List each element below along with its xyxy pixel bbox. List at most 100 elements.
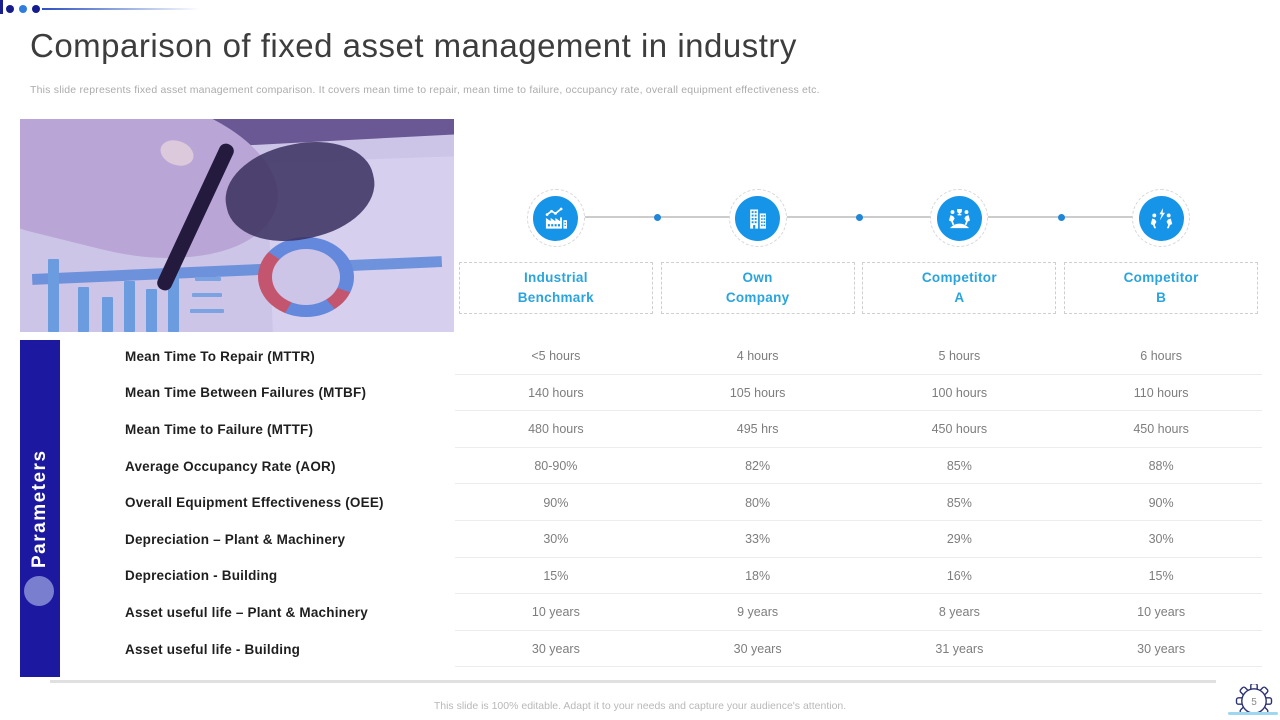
parameter-value-own-company: 9 years <box>737 605 779 620</box>
parameter-label: Average Occupancy Rate (AOR) <box>125 458 336 474</box>
photo-bar <box>146 289 157 332</box>
bottom-divider <box>50 680 1216 683</box>
column-label-industrial-benchmark: Industrial Benchmark <box>458 262 653 314</box>
parameter-value-competitor-b: 30 years <box>1137 642 1186 657</box>
parameter-value-own-company: 80% <box>745 495 771 510</box>
parameters-banner: Parameters <box>20 340 60 677</box>
parameter-value-own-company: 30 years <box>733 642 782 657</box>
page-title: Comparison of fixed asset management in … <box>30 27 797 64</box>
parameter-value-industrial-benchmark: 140 hours <box>528 385 584 400</box>
parameter-label: Mean Time To Repair (MTTR) <box>125 348 315 364</box>
parameter-value-own-company: 18% <box>745 568 771 583</box>
table-row: Overall Equipment Effectiveness (OEE) 90%… <box>60 484 1262 521</box>
table-row: Mean Time To Repair (MTTR) <5 hours 4 hour… <box>60 338 1262 375</box>
column-label-line: Industrial <box>523 270 588 286</box>
parameter-value-competitor-a: 85% <box>946 495 972 510</box>
column-label-line: Benchmark <box>517 290 594 305</box>
column-industrial-benchmark: Industrial Benchmark <box>455 189 657 314</box>
icon-ring <box>930 189 989 247</box>
photo-bar <box>102 297 113 332</box>
table-row: Asset useful life – Plant & Machinery 10 … <box>60 594 1262 631</box>
comparison-table: Mean Time To Repair (MTTR) <5 hours 4 hour… <box>60 338 1262 667</box>
page-number-gear-icon: 5 <box>1231 684 1277 714</box>
parameter-label: Depreciation – Plant & Machinery <box>125 531 346 547</box>
parameter-label: Asset useful life - Building <box>125 641 301 657</box>
banner-accent-circle <box>24 576 54 606</box>
parameter-value-competitor-a: 29% <box>946 532 972 547</box>
parameter-label: Overall Equipment Effectiveness (OEE) <box>125 495 384 511</box>
table-row: Depreciation – Plant & Machinery 30% 33% 29… <box>60 521 1262 558</box>
parameter-value-competitor-b: 450 hours <box>1133 422 1189 437</box>
connector-dot <box>1058 214 1065 221</box>
parameter-value-own-company: 495 hrs <box>736 422 779 437</box>
parameter-value-own-company: 4 hours <box>736 349 779 364</box>
footer-note: This slide is 100% editable. Adapt it to… <box>433 700 847 712</box>
column-label-line: Competitor <box>921 270 997 286</box>
parameter-value-competitor-a: 100 hours <box>931 385 988 400</box>
runners-trophy-icon <box>936 195 982 241</box>
column-label-line: Company <box>725 290 790 305</box>
photo-tick <box>195 277 221 281</box>
parameter-label: Asset useful life – Plant & Machinery <box>125 604 368 620</box>
parameter-value-competitor-a: 31 years <box>935 642 984 657</box>
photo-bar <box>48 259 59 332</box>
factory-trend-icon <box>533 195 579 241</box>
parameter-value-competitor-a: 16% <box>946 568 972 583</box>
table-row: Average Occupancy Rate (AOR) 80-90% 82% 85%… <box>60 448 1262 485</box>
icon-ring <box>728 189 787 247</box>
parameter-value-industrial-benchmark: 30 years <box>531 642 580 657</box>
stock-photo-chart-analysis <box>20 119 454 332</box>
runners-bolt-icon <box>1138 195 1184 241</box>
column-label-line: A <box>954 290 965 305</box>
parameter-value-own-company: 33% <box>745 532 771 547</box>
parameter-value-competitor-a: 5 hours <box>938 349 981 364</box>
icon-ring <box>526 189 585 247</box>
parameter-label: Depreciation - Building <box>125 568 278 584</box>
parameter-label: Mean Time Between Failures (MTBF) <box>125 385 367 401</box>
parameter-value-competitor-a: 8 years <box>938 605 980 620</box>
photo-donut-chart <box>258 237 354 317</box>
parameter-value-competitor-b: 15% <box>1148 568 1174 583</box>
photo-bar <box>78 287 89 332</box>
parameter-value-industrial-benchmark: 80-90% <box>534 459 578 474</box>
column-competitor-a: Competitor A <box>859 189 1061 314</box>
photo-tick <box>190 309 224 313</box>
slide-edge-tick <box>0 0 3 14</box>
parameter-value-industrial-benchmark: 10 years <box>531 605 580 620</box>
photo-bar <box>124 281 135 332</box>
parameter-value-competitor-b: 88% <box>1148 459 1174 474</box>
photo-tick <box>192 293 222 297</box>
parameters-banner-label: Parameters <box>29 449 50 568</box>
column-label-line: Own <box>742 270 773 286</box>
parameter-value-industrial-benchmark: <5 hours <box>531 349 581 364</box>
column-label-own-company: Own Company <box>660 262 855 314</box>
comparison-columns-header: Industrial Benchmark <box>455 189 1262 314</box>
connector-dot <box>856 214 863 221</box>
table-row: Mean Time Between Failures (MTBF) 140 hou… <box>60 375 1262 412</box>
parameter-value-own-company: 82% <box>745 459 771 474</box>
gear-underline <box>1228 712 1278 715</box>
column-label-competitor-a: Competitor A <box>862 262 1057 314</box>
parameter-value-industrial-benchmark: 90% <box>543 495 569 510</box>
column-label-line: Competitor <box>1123 270 1199 286</box>
office-buildings-icon <box>735 195 781 241</box>
parameter-value-competitor-b: 10 years <box>1137 605 1186 620</box>
parameter-value-competitor-b: 6 hours <box>1140 349 1182 364</box>
connector-dot <box>654 214 661 221</box>
parameter-value-industrial-benchmark: 15% <box>543 568 569 583</box>
table-row: Mean Time to Failure (MTTF) 480 hours 495 … <box>60 411 1262 448</box>
column-label-competitor-b: Competitor B <box>1064 262 1259 314</box>
parameter-value-competitor-a: 85% <box>946 459 972 474</box>
column-competitor-b: Competitor B <box>1060 189 1262 314</box>
parameter-label: Mean Time to Failure (MTTF) <box>125 421 314 437</box>
photo-bar <box>168 271 179 332</box>
page-subtitle: This slide represents fixed asset manage… <box>30 84 820 96</box>
deco-dot-1 <box>6 5 14 13</box>
deco-line <box>42 8 200 10</box>
column-label-line: B <box>1156 290 1167 305</box>
table-row: Depreciation - Building 15% 18% 16% 15% <box>60 558 1262 595</box>
parameter-value-own-company: 105 hours <box>729 385 786 400</box>
parameter-value-competitor-b: 30% <box>1148 532 1174 547</box>
parameter-value-industrial-benchmark: 480 hours <box>528 422 584 437</box>
page-number: 5 <box>1251 697 1257 708</box>
